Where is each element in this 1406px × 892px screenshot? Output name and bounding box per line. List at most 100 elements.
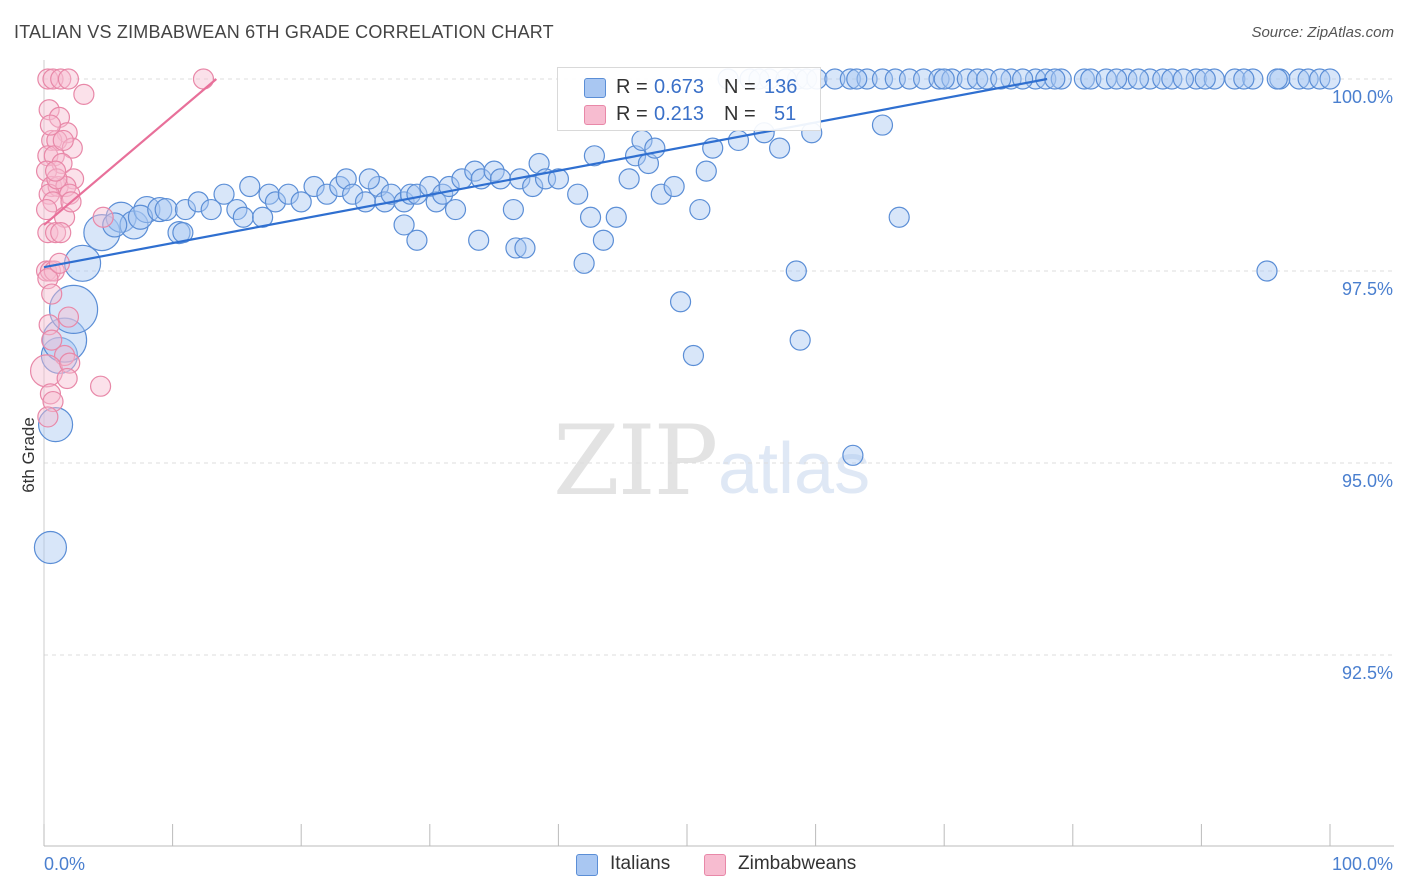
italians-point — [1161, 68, 1183, 90]
italians-point — [871, 114, 894, 136]
italians-point — [1319, 68, 1341, 90]
zimbabweans-point — [92, 206, 114, 228]
italians-point — [842, 444, 864, 466]
zimbabweans-point — [46, 168, 68, 190]
italians-point — [174, 198, 197, 221]
zimbabweans-point — [38, 314, 60, 336]
italians-point — [316, 183, 338, 205]
italians-point — [380, 183, 402, 205]
y-tick-label: 95.0% — [1342, 471, 1393, 491]
zimbabweans-point — [42, 68, 64, 90]
italians-point — [1266, 68, 1288, 90]
italians-point — [933, 68, 955, 90]
legend-label: Italians — [610, 853, 671, 874]
zimbabweans-point — [44, 222, 67, 244]
italians-swatch — [584, 78, 606, 98]
italians-point — [592, 229, 615, 251]
italians-point — [669, 291, 692, 313]
italians-point — [1044, 68, 1066, 90]
italians-point — [846, 68, 868, 90]
italians-point — [264, 191, 287, 213]
r-label: R = — [616, 103, 648, 125]
italians-point — [1297, 68, 1319, 90]
italians-point — [393, 214, 415, 236]
y-axis-title: 6th Grade — [19, 417, 38, 493]
italians-point — [618, 168, 640, 190]
watermark-atlas: atlas — [718, 429, 871, 509]
zimbabweans-trend-line — [43, 78, 218, 226]
italians-point — [583, 145, 606, 167]
italians-point — [990, 68, 1012, 90]
italians-point — [213, 183, 235, 205]
zimbabweans-point — [35, 198, 58, 221]
source-note: Source: ZipAtlas.com — [1251, 24, 1394, 41]
italians-point — [167, 221, 191, 245]
italians-point — [785, 260, 807, 282]
zimbabweans-point — [52, 129, 74, 152]
axis-labels: 100.0% 97.5% 95.0% 92.5% 0.0% 100.0% 6th Grade — [19, 87, 1393, 874]
legend-label: Zimbabweans — [738, 853, 857, 874]
italians-point — [1242, 68, 1264, 90]
italians-point — [1127, 68, 1149, 90]
italians-point — [505, 237, 527, 259]
n-value: 136 — [764, 76, 798, 98]
zimbabweans-point — [39, 114, 62, 136]
zimbabweans-point — [61, 137, 83, 159]
italians-point — [967, 68, 989, 90]
italians-point — [358, 168, 380, 190]
italians-point — [695, 160, 717, 182]
watermark-zip: ZIP — [553, 405, 718, 517]
italians-point — [239, 175, 261, 198]
italians-point — [200, 198, 222, 221]
italians-point — [1050, 68, 1072, 90]
r-value: 0.213 — [654, 103, 705, 125]
italians-point — [789, 329, 811, 351]
italians-point — [444, 198, 467, 221]
italians-point — [682, 344, 705, 367]
zimbabweans-point — [192, 68, 215, 90]
italians-point — [342, 183, 364, 205]
italians-point — [172, 222, 194, 244]
n-value: 51 — [774, 103, 797, 125]
zimbabweans-point — [56, 367, 78, 390]
italians-point — [41, 317, 88, 363]
y-tick-label: 100.0% — [1332, 87, 1393, 107]
italians-point — [1105, 68, 1128, 90]
x-tick-label-min: 0.0% — [44, 854, 85, 874]
italians-point — [37, 407, 74, 443]
italians-point — [547, 168, 570, 190]
italians-point — [1194, 68, 1216, 90]
zimbabweans-point — [41, 283, 63, 305]
italians-point — [133, 195, 161, 224]
italians-point — [502, 198, 524, 221]
zimbabweans-point — [37, 406, 59, 428]
italians-point — [290, 191, 312, 213]
italians-legend-swatch — [576, 854, 598, 876]
r-value: 0.673 — [654, 76, 705, 98]
zimbabweans-point — [48, 106, 71, 129]
italians-point — [871, 68, 894, 90]
italians-point — [644, 137, 666, 159]
zimbabweans-point — [39, 383, 62, 405]
zimbabweans-point — [44, 160, 67, 182]
italians-point — [663, 175, 685, 198]
italians-trend-line — [43, 77, 1048, 269]
italians-point — [567, 183, 589, 205]
zimbabweans-point — [73, 83, 95, 105]
italians-point — [277, 183, 299, 205]
stats-legend-row-zimbabweans: R = 0.213 N = 51 — [558, 102, 820, 128]
zimbabweans-point — [57, 68, 80, 90]
italians-point — [406, 229, 428, 251]
zimbabweans-point — [50, 222, 72, 244]
stats-legend-row-italians: R = 0.673 N = 136 — [558, 75, 820, 101]
italians-point — [303, 175, 325, 198]
zimbabweans-legend-swatch — [704, 854, 726, 876]
italians-point — [579, 206, 602, 228]
zimbabweans-point — [41, 329, 63, 351]
r-label: R = — [616, 76, 648, 98]
n-label: N = — [724, 103, 756, 125]
italians-point — [1080, 68, 1102, 90]
italians-point — [1256, 260, 1278, 282]
italians-point — [573, 252, 595, 274]
